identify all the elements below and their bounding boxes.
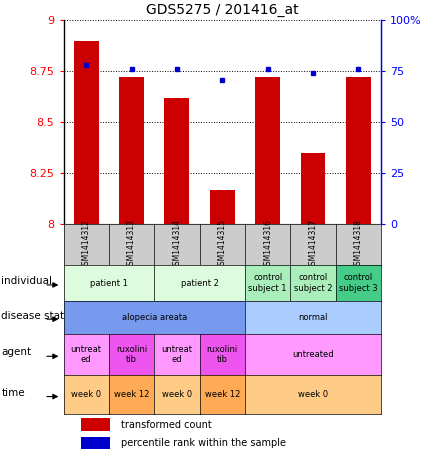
Text: normal: normal [298,313,328,322]
Text: untreat
ed: untreat ed [71,345,102,364]
Bar [74,41,99,224]
Text: week 12: week 12 [114,390,149,399]
Text: transformed count: transformed count [121,419,212,429]
Text: GSM1414315: GSM1414315 [218,219,227,270]
Text: GSM1414317: GSM1414317 [308,219,318,270]
Bar [346,77,371,224]
Text: control
subject 3: control subject 3 [339,274,378,293]
Text: week 12: week 12 [205,390,240,399]
Bar [81,437,110,449]
Title: GDS5275 / 201416_at: GDS5275 / 201416_at [146,3,299,17]
Bar [81,419,110,431]
Text: patient 1: patient 1 [90,279,128,288]
Text: percentile rank within the sample: percentile rank within the sample [121,438,286,448]
Text: GSM1414312: GSM1414312 [82,219,91,270]
Text: agent: agent [1,347,32,357]
Text: individual: individual [1,276,52,286]
Text: week 0: week 0 [298,390,328,399]
Text: time: time [1,388,25,398]
Text: ruxolini
tib: ruxolini tib [116,345,147,364]
Text: untreated: untreated [292,350,334,359]
Text: week 0: week 0 [162,390,192,399]
Text: GSM1414313: GSM1414313 [127,219,136,270]
Text: patient 2: patient 2 [180,279,219,288]
Text: GSM1414318: GSM1414318 [354,219,363,270]
Text: control
subject 1: control subject 1 [248,274,287,293]
Text: alopecia areata: alopecia areata [122,313,187,322]
Text: week 0: week 0 [71,390,101,399]
Bar [164,98,189,224]
Text: GSM1414314: GSM1414314 [173,219,181,270]
Text: ruxolini
tib: ruxolini tib [207,345,238,364]
Text: GSM1414316: GSM1414316 [263,219,272,270]
Bar [119,77,144,224]
Bar [255,77,280,224]
Text: control
subject 2: control subject 2 [294,274,332,293]
Text: disease state: disease state [1,311,71,321]
Bar [210,189,235,224]
Bar [300,153,325,224]
Text: untreat
ed: untreat ed [162,345,192,364]
